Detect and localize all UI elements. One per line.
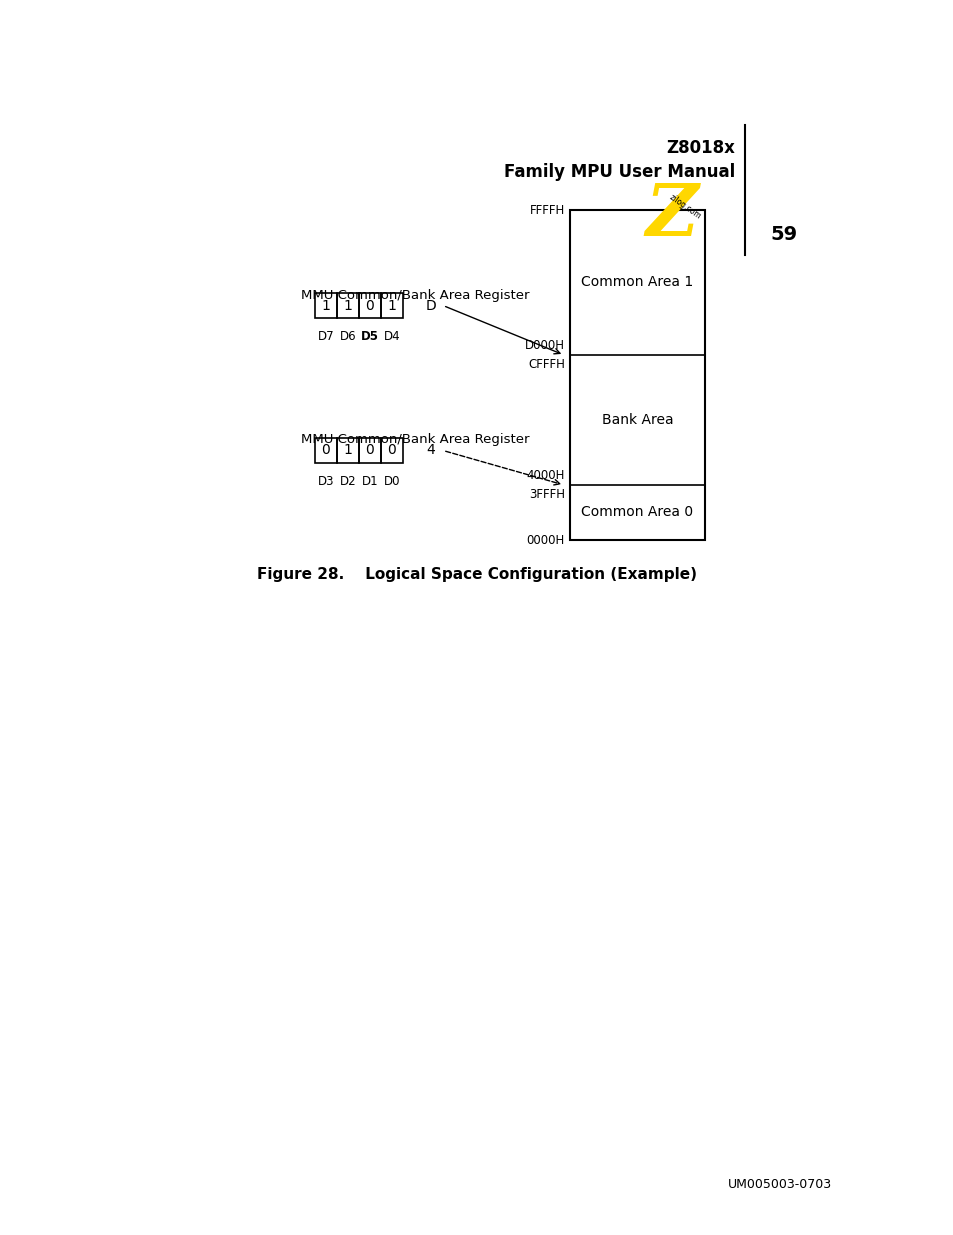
Bar xyxy=(314,293,336,317)
Text: 1: 1 xyxy=(321,299,330,312)
Text: Figure 28.    Logical Space Configuration (Example): Figure 28. Logical Space Configuration (… xyxy=(256,568,697,583)
Bar xyxy=(358,293,380,317)
Text: 1: 1 xyxy=(387,299,396,312)
Bar xyxy=(336,438,358,463)
Text: 4: 4 xyxy=(426,443,435,457)
Text: MMU Common/Bank Area Register: MMU Common/Bank Area Register xyxy=(300,433,529,447)
Text: Z8018x: Z8018x xyxy=(665,140,734,157)
Text: UM005003-0703: UM005003-0703 xyxy=(727,1178,831,1192)
Text: D7: D7 xyxy=(317,330,334,343)
Text: Family MPU User Manual: Family MPU User Manual xyxy=(503,163,734,182)
Text: 4000H: 4000H xyxy=(526,469,564,482)
Text: 59: 59 xyxy=(769,226,797,245)
Text: CFFFH: CFFFH xyxy=(528,358,564,370)
Text: 0: 0 xyxy=(365,443,374,457)
Text: 0000H: 0000H xyxy=(526,534,564,547)
Text: 1: 1 xyxy=(343,443,352,457)
Text: Z: Z xyxy=(645,179,698,251)
Text: 0: 0 xyxy=(321,443,330,457)
Text: D6: D6 xyxy=(339,330,355,343)
Text: Common Area 1: Common Area 1 xyxy=(580,275,693,289)
Text: zilog.com: zilog.com xyxy=(667,193,701,221)
Bar xyxy=(380,438,402,463)
Text: FFFFH: FFFFH xyxy=(529,204,564,216)
Text: Common Area 0: Common Area 0 xyxy=(580,505,693,520)
Text: D000H: D000H xyxy=(524,338,564,352)
Text: 1: 1 xyxy=(343,299,352,312)
Text: D0: D0 xyxy=(383,475,400,488)
Text: 3FFFH: 3FFFH xyxy=(529,488,564,501)
Text: D3: D3 xyxy=(317,475,334,488)
Text: Bank Area: Bank Area xyxy=(601,412,673,427)
Bar xyxy=(358,438,380,463)
Text: 0: 0 xyxy=(365,299,374,312)
Text: D1: D1 xyxy=(361,475,378,488)
Text: D2: D2 xyxy=(339,475,355,488)
Text: D5: D5 xyxy=(360,330,378,343)
Text: D: D xyxy=(425,299,436,312)
Bar xyxy=(380,293,402,317)
Bar xyxy=(569,210,704,540)
Text: 0: 0 xyxy=(387,443,395,457)
Bar xyxy=(314,438,336,463)
Bar xyxy=(336,293,358,317)
Text: MMU Common/Bank Area Register: MMU Common/Bank Area Register xyxy=(300,289,529,301)
Text: D4: D4 xyxy=(383,330,400,343)
